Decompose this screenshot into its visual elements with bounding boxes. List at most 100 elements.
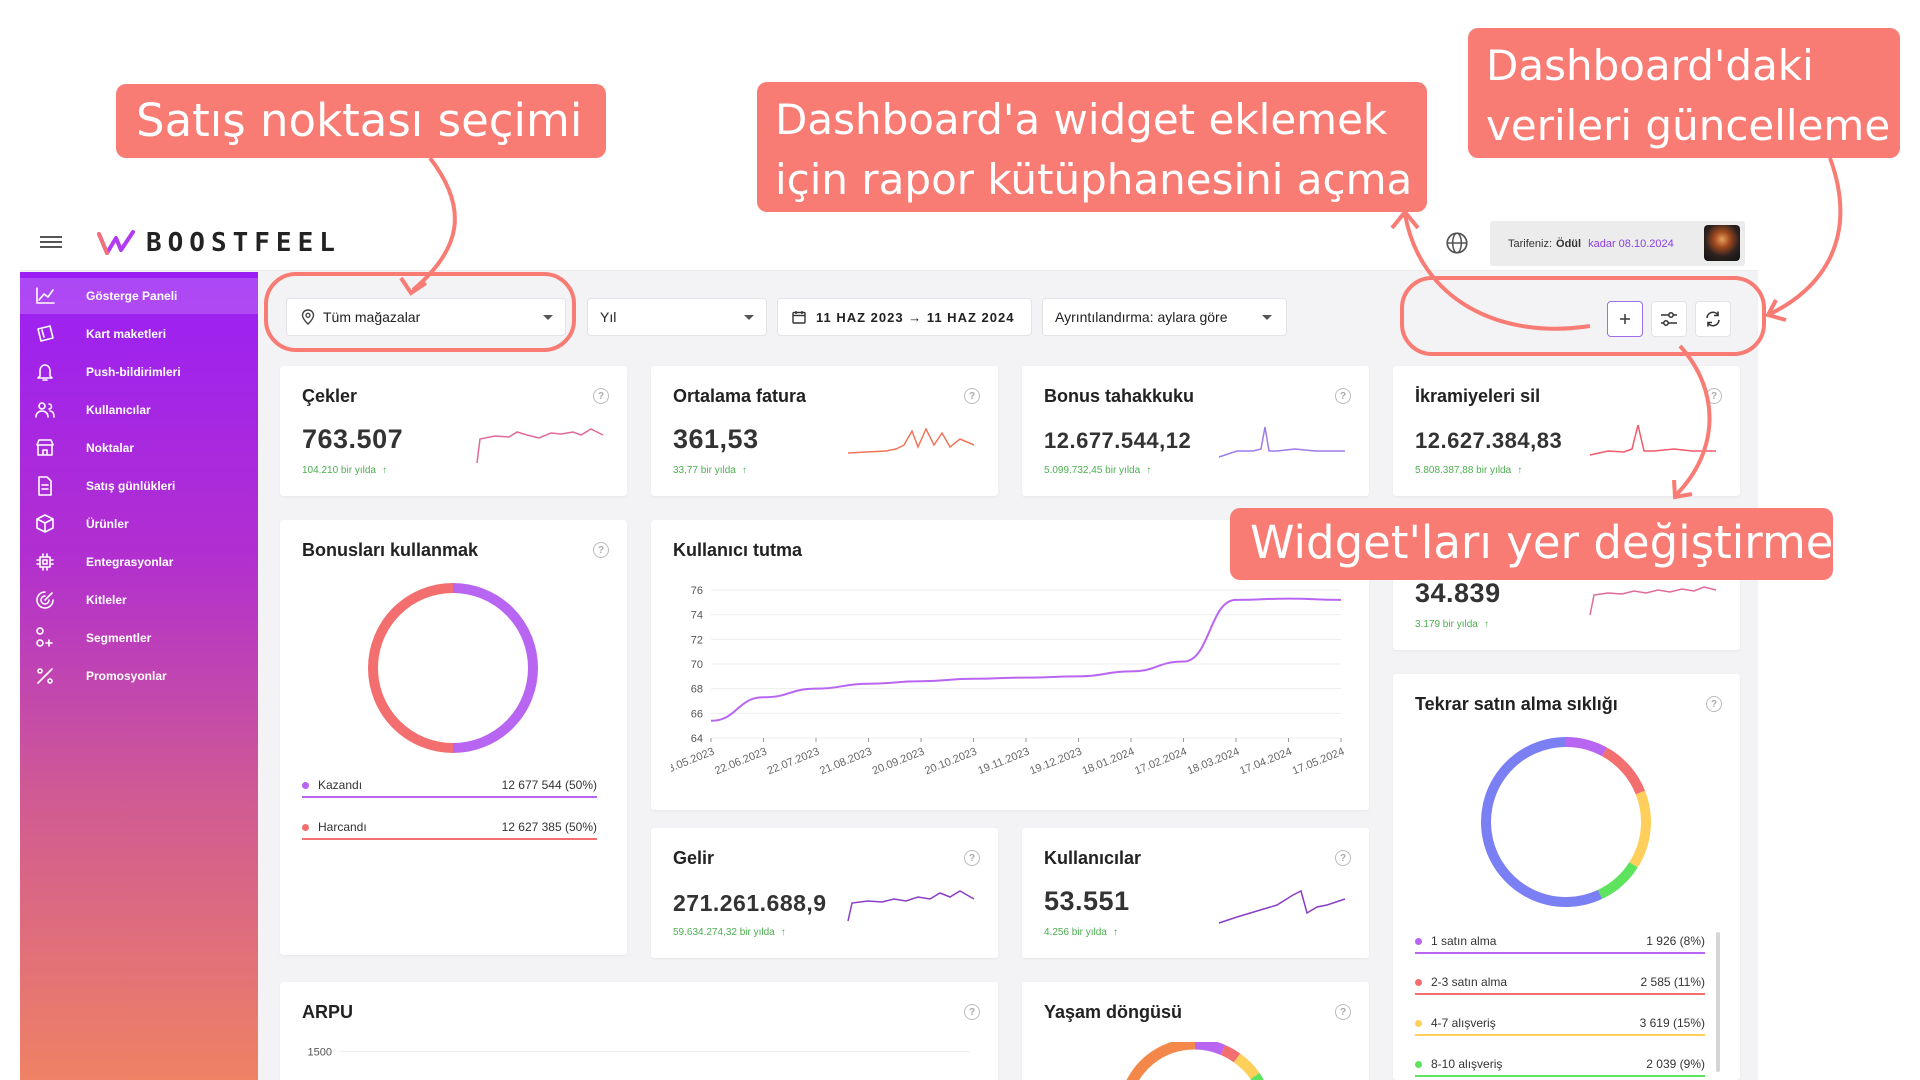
rearrange-widgets-button[interactable] [1651,301,1687,337]
card-title: Ortalama fatura [673,386,807,406]
metric-card-bonus-tahakkuku: Bonus tahakkuku ? 12.677.544,12 5.099.73… [1022,366,1369,496]
y-tick-label: 64 [691,733,703,745]
x-tick-label: 19.11.2023 [976,746,1031,777]
retention-line-chart: 64 66 68 70 72 74 76 23.05.202322.06.202322.07.… [671,585,1347,778]
help-icon[interactable]: ? [1335,850,1351,866]
brand-logo[interactable]: BOOSTFEEL [96,226,341,260]
sidebar-item-3[interactable]: Push-bildirimleri [20,354,258,390]
period-select[interactable]: Yıl [587,298,767,336]
sidebar-item-9[interactable]: Kitleler [20,582,258,618]
card-title: Bonus tahakkuku [1044,386,1195,406]
card-title: Gelir [673,848,715,868]
legend-name: 4-7 alışveriş [1431,1016,1496,1030]
box-icon [34,513,56,535]
legend-item[interactable]: 2-3 satın alma 2 585 (11%) [1415,975,1705,995]
donut-slice[interactable] [1601,747,1646,795]
globe-icon[interactable] [1444,230,1470,256]
detail-select[interactable]: Ayrıntılandırma: aylara göre [1042,298,1287,336]
refresh-button[interactable] [1695,301,1731,337]
sidebar-item-11[interactable]: Promosyonlar [20,658,258,694]
sidebar-item-8[interactable]: Entegrasyonlar [20,544,258,580]
arrow-up-icon: ↑ [381,465,387,476]
bonus-usage-card: Bonusları kullanmak ? Kazandı 12 677 544… [280,520,627,955]
sidebar-item-label: Ürünler [86,517,129,531]
donut-slice[interactable] [1481,737,1603,907]
date-range-value: 11 HAZ 2023 → 11 HAZ 2024 [816,309,1015,325]
top-bar: BOOSTFEEL Tarifeniz: Ödül kadar 08.10.20… [20,216,1758,271]
sidebar-item-10[interactable]: Segmentler [20,620,258,656]
legend-item[interactable]: 1 satın alma 1 926 (8%) [1415,934,1705,954]
sidebar-item-7[interactable]: Ürünler [20,506,258,542]
y-tick-label: 76 [691,585,703,597]
sidebar-item-label: Entegrasyonlar [86,555,174,569]
menu-icon[interactable] [40,233,62,253]
card-icon [34,323,56,345]
legend-bar [302,796,597,798]
donut-slice[interactable] [1629,790,1651,868]
annotation-text: için rapor kütüphanesini açma [775,155,1413,204]
help-icon[interactable]: ? [1335,1004,1351,1020]
metric-value: 361,53 [673,424,759,454]
donut-slice[interactable] [1597,862,1638,899]
date-range-picker[interactable]: 11 HAZ 2023 → 11 HAZ 2024 [777,298,1032,336]
sidebar-item-4[interactable]: Kullanıcılar [20,392,258,428]
metric-delta: 104.210 bir yılda ↑ [302,465,387,476]
metric-card-gelir: Gelir ? 271.261.688,9 59.634.274,32 bir … [651,828,998,958]
brand-name: BOOSTFEEL [146,228,341,258]
location-pin-icon [301,309,315,325]
help-icon[interactable]: ? [1335,388,1351,404]
donut-slice[interactable] [452,583,538,753]
metric-delta: 5.099.732,45 bir yılda ↑ [1044,465,1151,476]
sidebar-item-1[interactable]: Gösterge Paneli [20,278,258,314]
chart-line-icon [34,285,56,307]
tariff-badge[interactable]: Tarifeniz: Ödül kadar 08.10.2024 [1490,221,1745,266]
retention-series-line[interactable] [710,597,1342,722]
x-tick-label: 17.05.2024 [1291,746,1347,778]
arrow-up-icon: ↑ [1517,465,1523,476]
arrow-up-icon: ↑ [1146,465,1152,476]
target-icon [34,589,56,611]
annotation-text: Dashboard'daki [1486,41,1814,90]
help-icon[interactable]: ? [964,1004,980,1020]
help-icon[interactable]: ? [593,388,609,404]
tariff-until: kadar 08.10.2024 [1588,237,1674,250]
legend-dot [1415,938,1422,945]
metric-delta-text: 33,77 bir yılda [673,465,736,476]
legend-item[interactable]: Harcandı 12 627 385 (50%) [302,820,597,840]
avatar[interactable] [1704,225,1740,261]
card-title: Bonusları kullanmak [302,540,479,560]
legend-item[interactable]: Kazandı 12 677 544 (50%) [302,778,597,798]
help-icon[interactable]: ? [593,542,609,558]
add-widget-button[interactable] [1607,301,1643,337]
card-title: Tekrar satın alma sıklığı [1415,694,1618,714]
metric-delta: 59.634.274,32 bir yılda ↑ [673,927,786,938]
tariff-plan: Ödül [1556,237,1582,250]
metric-value: 34.839 [1415,578,1501,608]
sidebar-item-2[interactable]: Kart maketleri [20,316,258,352]
sidebar-item-6[interactable]: Satış günlükleri [20,468,258,504]
legend-item[interactable]: 8-10 alışveriş 2 039 (9%) [1415,1057,1705,1077]
period-select-value: Yıl [600,309,617,325]
arrow-up-icon: ↑ [1112,927,1118,938]
donut-slice[interactable] [1565,737,1607,757]
legend-value: 12 627 385 (50%) [501,820,597,834]
annotation-refresh: Dashboard'daki verileri güncelleme [1468,28,1900,158]
legend-value: 2 585 (11%) [1640,975,1705,989]
help-icon[interactable]: ? [964,850,980,866]
y-tick-label: 70 [691,659,703,671]
help-icon[interactable]: ? [1706,388,1722,404]
help-icon[interactable]: ? [1706,696,1722,712]
arpu-line-chart: 130014001500 [308,1047,970,1059]
arrow-up-icon: ↑ [1483,619,1489,630]
metric-delta-text: 5.808.387,88 bir yılda [1415,465,1512,476]
legend-name: 1 satın alma [1431,934,1497,948]
legend-item[interactable]: 4-7 alışveriş 3 619 (15%) [1415,1016,1705,1036]
store-icon [34,437,56,459]
legend-name: Kazandı [318,778,363,792]
help-icon[interactable]: ? [964,388,980,404]
store-select[interactable]: Tüm mağazalar [286,298,566,336]
metric-card-cekler: Çekler ? 763.507 104.210 bir yılda ↑ [280,366,627,496]
sidebar-item-5[interactable]: Noktalar [20,430,258,466]
donut-slice[interactable] [368,583,454,753]
legend-scrollbar[interactable] [1716,932,1720,1072]
